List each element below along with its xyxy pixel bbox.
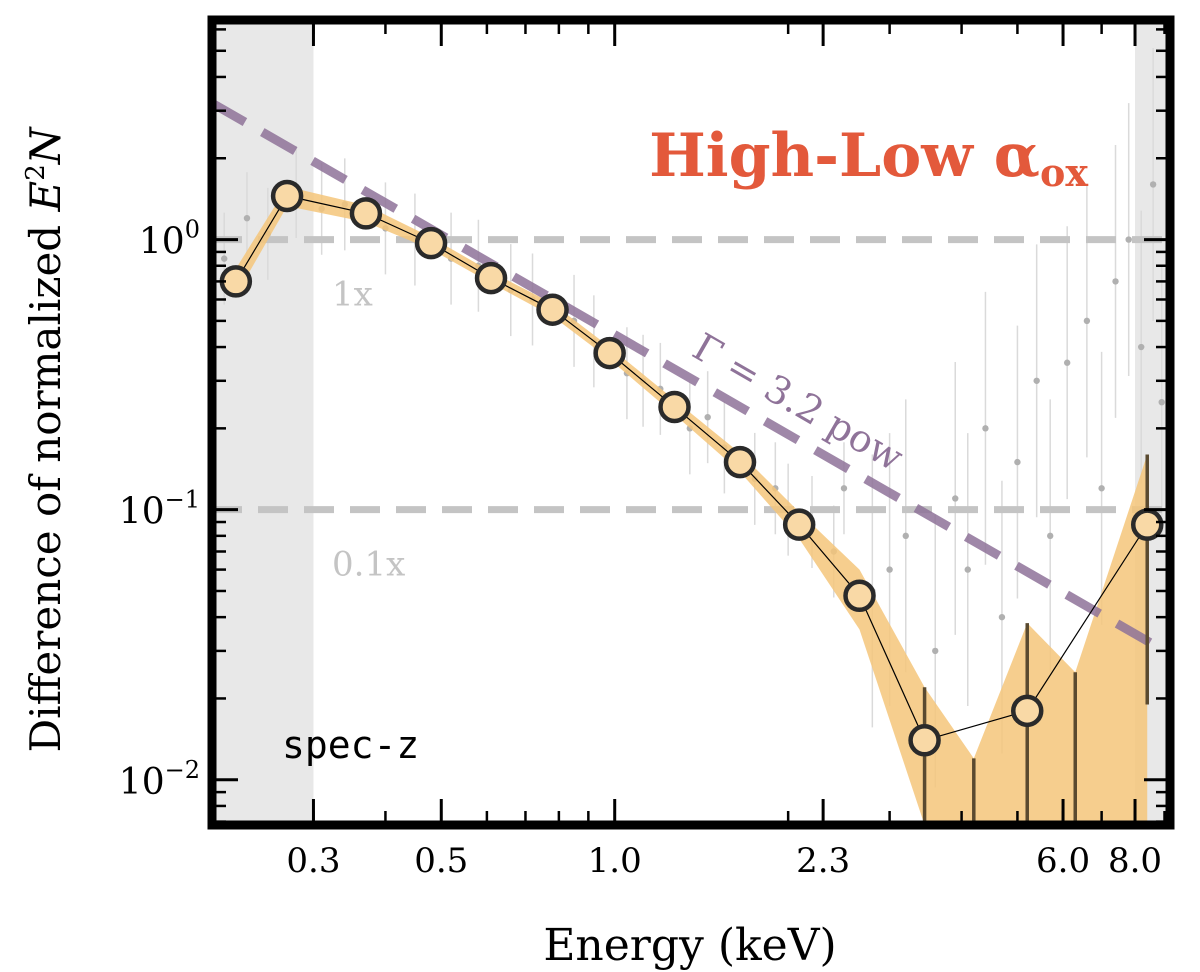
data-point: [593, 336, 626, 370]
y-tick-label: 10−2: [119, 756, 200, 803]
y-tick-label: 100: [139, 216, 200, 263]
background-point: [243, 214, 251, 222]
background-point: [1112, 278, 1119, 285]
background-point: [1063, 359, 1071, 366]
x-tick-label: 0.3: [286, 841, 340, 881]
data-point: [349, 197, 383, 230]
shaded-region-0: [212, 20, 314, 825]
plot-frame: [207, 15, 1175, 830]
background-point: [932, 647, 939, 655]
chart-title-subscript: ox: [1040, 150, 1088, 195]
spec-z-annotation: spec-z: [282, 723, 419, 767]
data-point: [1130, 508, 1164, 541]
chart-title-main: High-Low α: [649, 121, 1040, 191]
y-tick-base: 10: [139, 222, 185, 263]
data-point: [658, 390, 691, 424]
background-point: [704, 413, 711, 421]
y-axis-label-e: E: [21, 181, 70, 213]
data-point: [908, 724, 941, 757]
x-tick-label: 0.5: [414, 841, 468, 881]
background-point: [886, 566, 893, 573]
background-point: [952, 495, 959, 502]
x-tick-label: 6.0: [1036, 841, 1090, 881]
x-tick-label: 2.3: [796, 841, 850, 881]
y-tick-exponent: −1: [165, 486, 200, 514]
data-point: [414, 226, 448, 260]
confidence-band: [235, 186, 1148, 825]
reference-label-1: 0.1x: [332, 545, 405, 585]
y-axis-label-n: N: [21, 126, 70, 165]
background-point: [998, 613, 1006, 621]
data-point: [219, 265, 253, 298]
x-tick-label: 8.0: [1108, 841, 1162, 881]
background-point: [1033, 377, 1040, 384]
reference-label-0: 1x: [332, 275, 373, 315]
background-point: [1158, 398, 1165, 406]
background-point: [964, 566, 971, 573]
data-point: [270, 179, 304, 213]
background-point: [1149, 181, 1157, 188]
background-point: [840, 485, 848, 492]
y-tick-exponent: 0: [185, 216, 200, 244]
data-point: [474, 261, 508, 295]
y-tick-base: 10: [119, 492, 165, 533]
data-point: [782, 508, 816, 541]
y-axis-label-text: Difference of normalized: [21, 211, 70, 752]
y-tick-base: 10: [119, 762, 165, 803]
data-point: [723, 445, 757, 479]
data-point: [843, 579, 876, 613]
y-axis-label: Difference of normalized E2N: [21, 126, 70, 752]
background-point: [221, 255, 228, 262]
powerlaw-label: Γ = 3.2 pow: [686, 325, 912, 480]
background-point: [1014, 458, 1021, 466]
chart-title: High-Low αox: [649, 121, 1088, 195]
background-point: [1098, 485, 1105, 492]
powerlaw-line: [212, 99, 1167, 655]
x-tick-label: 1.0: [588, 841, 642, 881]
x-axis-label: Energy (keV): [543, 920, 836, 971]
background-point: [982, 425, 989, 432]
background-point: [1125, 236, 1132, 243]
y-tick-exponent: −2: [165, 756, 200, 784]
background-point: [902, 532, 909, 540]
data-point: [536, 293, 569, 326]
data-point: [1010, 694, 1044, 728]
y-tick-label: 10−1: [119, 486, 200, 533]
plot-area: 1x 0.1x: [212, 20, 1170, 825]
background-point: [1047, 532, 1054, 540]
background-point: [1138, 343, 1145, 351]
background-point: [1083, 317, 1091, 325]
y-axis-label-sup: 2: [21, 164, 51, 181]
